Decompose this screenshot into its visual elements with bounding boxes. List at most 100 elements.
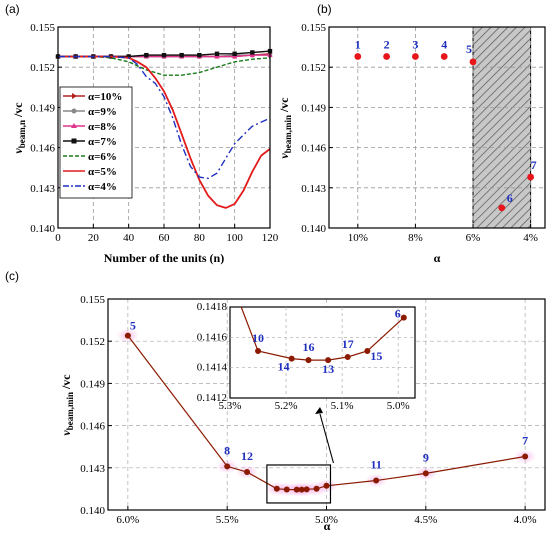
series-marker xyxy=(214,51,220,56)
y-tick-label: 0.155 xyxy=(80,294,105,306)
legend-label: α=8% xyxy=(88,121,117,133)
data-point xyxy=(522,453,529,460)
inset-y-tick-label: 0.1418 xyxy=(197,301,228,313)
x-tick-label: 4% xyxy=(523,232,538,244)
y-tick-label: 0.146 xyxy=(30,143,55,155)
y-tick-label: 0.143 xyxy=(80,463,105,475)
legend-marker xyxy=(71,138,77,144)
inset-x-tick-label: 5.0% xyxy=(387,400,410,412)
data-point xyxy=(422,470,429,477)
x-tick-label: 6.0% xyxy=(116,514,139,526)
series-marker xyxy=(250,50,255,55)
point-label: 1 xyxy=(355,37,361,51)
x-tick-label: 10% xyxy=(348,232,368,244)
legend-label: α=10% xyxy=(88,91,122,103)
point-label: 4 xyxy=(441,37,447,51)
series-marker xyxy=(126,54,131,59)
legend-label: α=6% xyxy=(88,151,117,163)
y-tick-label: 0.149 xyxy=(30,102,55,114)
series-marker xyxy=(197,52,202,58)
panel-b-chart: 10% 8% 6% 4%0.1400.1430.1460.1490.1520.155 … xyxy=(277,22,546,265)
data-point xyxy=(469,58,477,66)
panel-a-ylabel: vbeam,n /vc xyxy=(11,102,27,154)
panel-c-ticks: 6.0% 5.5% 5.0% 4.5% 4.0% 0.140 0.143 0.146 0.149… xyxy=(80,294,536,526)
point-label: 6 xyxy=(507,191,513,205)
series-marker xyxy=(232,53,238,59)
panel-b-xlabel: α xyxy=(434,251,441,265)
panel-c-xlabel: α xyxy=(324,519,331,533)
zoom-arrow-head xyxy=(315,407,323,414)
data-point xyxy=(412,53,419,60)
point-label: 3 xyxy=(412,37,418,51)
data-point xyxy=(373,477,380,484)
point-label: 7 xyxy=(522,434,528,448)
data-point xyxy=(440,53,448,60)
series-line xyxy=(58,55,271,209)
y-tick-label: 0.149 xyxy=(80,378,105,390)
panel-a-chart: 0 20 40 60 80 100 120 0.140 0.143 0.146 0.149 0.152… xyxy=(11,22,279,265)
data-point xyxy=(498,204,506,212)
y-tick-label: 0.152 xyxy=(301,62,326,74)
panel-a-xlabel: Number of the units (n) xyxy=(104,251,224,265)
zoom-arrow-line xyxy=(319,413,335,464)
y-tick-label: 0.140 xyxy=(301,223,326,235)
y-tick-label: 0.140 xyxy=(80,505,105,517)
data-point xyxy=(298,486,305,493)
y-tick-label: 0.155 xyxy=(301,22,326,34)
series-marker xyxy=(232,51,237,56)
point-label: 2 xyxy=(384,37,390,51)
data-point xyxy=(527,173,534,181)
inset-point-label: 17 xyxy=(342,337,354,351)
panel-b-label: (b) xyxy=(317,2,332,16)
inset-series-line xyxy=(240,306,405,361)
data-point xyxy=(273,485,280,492)
inset-data-point xyxy=(325,357,332,364)
legend-label: α=5% xyxy=(88,166,117,178)
y-tick-label: 0.152 xyxy=(80,336,105,348)
inset-point-label: 13 xyxy=(322,362,334,376)
data-point xyxy=(283,486,290,493)
y-tick-label: 0.143 xyxy=(30,183,55,195)
panel-b-points: 1 2 3 4 5 6 7 xyxy=(354,37,537,212)
x-tick-label: 5.0% xyxy=(315,514,338,526)
x-tick-label: 20 xyxy=(88,232,100,244)
inset-data-point xyxy=(400,314,407,321)
inset-x-tick-label: 5.3% xyxy=(219,400,242,412)
panel-c-inset: 5.3% 5.2% 5.1% 5.0% 0.1412 0.1414 0.1416 0.1418… xyxy=(197,301,416,464)
panel-c-series: 5 8 12 11 9 7 xyxy=(116,319,537,504)
x-tick-label: 8% xyxy=(408,232,423,244)
y-tick-label: 0.140 xyxy=(30,223,55,235)
data-point xyxy=(313,485,320,492)
series-marker xyxy=(179,52,184,58)
inset-point-label: 14 xyxy=(278,360,290,374)
inset-data-point xyxy=(344,354,351,361)
panel-b-shaded-region xyxy=(472,26,532,229)
x-tick-label: 80 xyxy=(194,232,206,244)
inset-y-tick-label: 0.1412 xyxy=(197,392,227,404)
legend-marker xyxy=(72,93,77,99)
point-label: 9 xyxy=(423,450,429,464)
series-line xyxy=(58,55,271,76)
inset-data-point xyxy=(364,347,371,354)
panel-b-frame xyxy=(328,26,546,229)
data-point xyxy=(244,469,251,476)
inset-data-point xyxy=(288,355,295,362)
data-point xyxy=(224,463,231,470)
panel-a-ticks: 0 20 40 60 80 100 120 0.140 0.143 0.146 0.149 0.152… xyxy=(30,22,279,244)
panel-b-grid xyxy=(329,27,545,228)
inset-point-label: 15 xyxy=(370,349,382,363)
inset-data-point xyxy=(305,357,312,364)
inset-point-label: 6 xyxy=(395,307,401,321)
point-label: 7 xyxy=(531,158,537,172)
series-marker xyxy=(144,52,149,58)
x-tick-label: 4.0% xyxy=(514,514,537,526)
zoom-box xyxy=(266,464,332,504)
panel-c-chart: 5 8 12 11 9 7 6.0% 5.5% 5.0% 4.5% 4.0% 0.140 0.143 0… xyxy=(59,294,546,533)
point-label: 5 xyxy=(130,319,136,333)
x-tick-label: 40 xyxy=(123,232,135,244)
x-tick-label: 6% xyxy=(466,232,481,244)
x-tick-label: 0 xyxy=(55,232,61,244)
x-tick-label: 120 xyxy=(262,232,279,244)
panel-a-legend: α=10% α=9% α=8% α=7% α=6% α=5% α=4% xyxy=(59,86,133,199)
